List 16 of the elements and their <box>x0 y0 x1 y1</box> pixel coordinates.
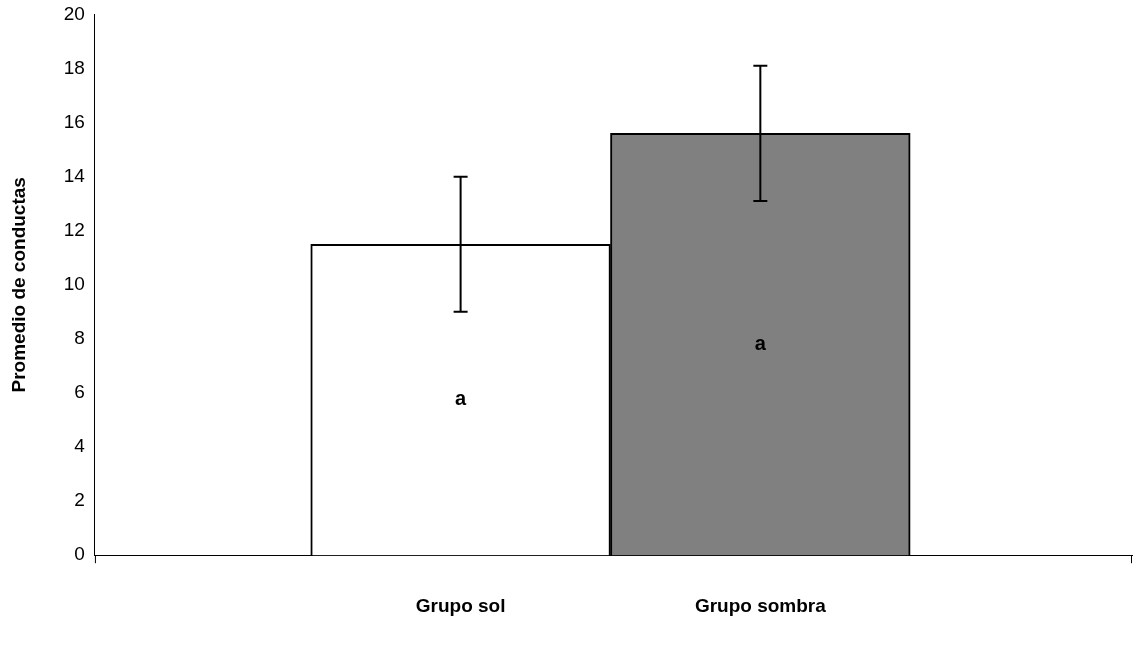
y-tick-label: 8 <box>74 327 85 349</box>
x-tick-label: Grupo sol <box>415 594 506 616</box>
y-tick-label: 16 <box>63 110 85 132</box>
x-tick-label: Grupo sombra <box>694 594 827 616</box>
annotation: a <box>754 331 767 354</box>
y-tick-label: 14 <box>63 164 86 186</box>
y-tick-label: 18 <box>63 56 85 78</box>
y-tick-label: 20 <box>63 2 85 24</box>
y-tick-label: 10 <box>63 273 85 295</box>
y-tick-label: 6 <box>74 381 85 403</box>
y-tick-label: 4 <box>74 435 86 457</box>
y-tick-label: 0 <box>74 543 85 565</box>
y-tick-label: 2 <box>74 489 85 511</box>
y-tick-label: 12 <box>63 218 85 240</box>
annotation: a <box>455 387 468 410</box>
y-axis-title: Promedio de conductas <box>7 177 29 393</box>
